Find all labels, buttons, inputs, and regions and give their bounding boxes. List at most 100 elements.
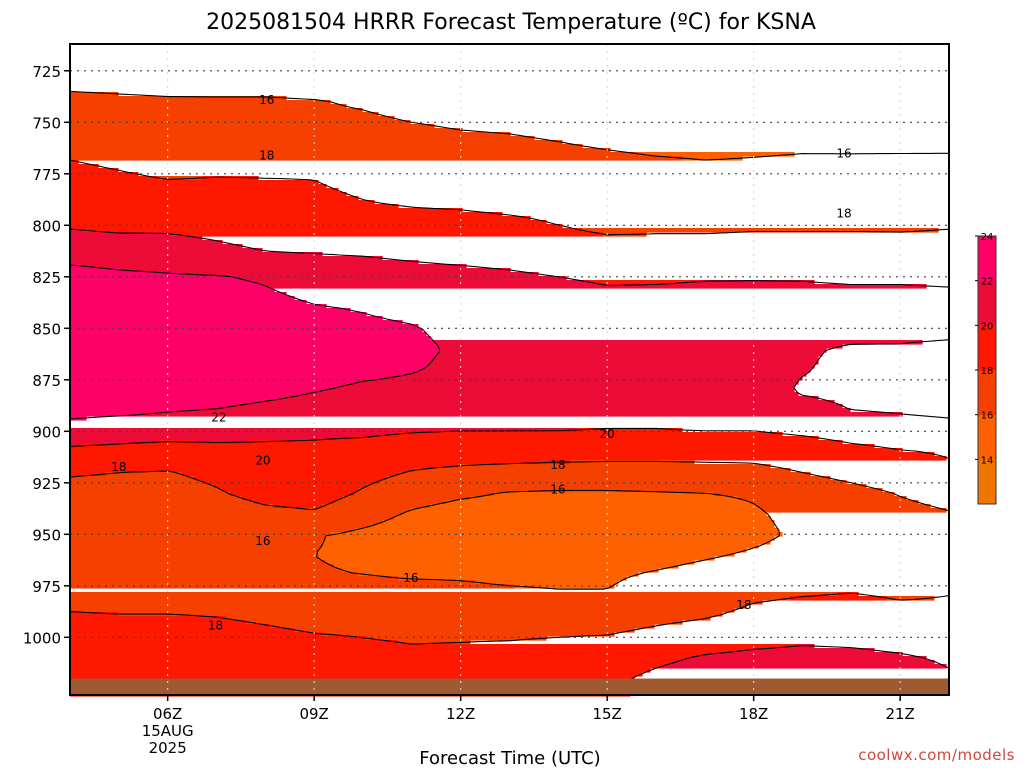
fill-cell — [70, 252, 323, 257]
fill-cell — [238, 276, 567, 281]
fill-cell — [70, 240, 223, 245]
fill-cell — [246, 620, 683, 625]
fill-cell — [242, 496, 343, 501]
fill-cell — [322, 544, 759, 549]
contour-label: 20 — [600, 427, 615, 441]
fill-cell — [70, 224, 563, 229]
fill-cell — [70, 376, 387, 381]
fill-cell — [790, 596, 887, 601]
fill-cell — [78, 444, 875, 449]
fill-cell — [170, 232, 603, 237]
fill-cell — [70, 372, 411, 377]
temperature-fill — [70, 92, 947, 697]
contour-label: 16 — [259, 93, 274, 107]
fill-cell — [762, 508, 947, 513]
fill-cell — [70, 296, 295, 301]
fill-cell — [70, 204, 399, 209]
fill-cell — [70, 464, 459, 469]
fill-cell — [70, 160, 79, 165]
below-ground-area — [70, 678, 949, 695]
fill-cell — [70, 360, 431, 365]
x-tick-label: 09Z — [299, 705, 328, 723]
colorbar-label: 14 — [981, 455, 994, 466]
fill-cell — [70, 548, 319, 553]
fill-cell — [70, 620, 247, 625]
fill-cell — [750, 648, 875, 653]
fill-cell — [254, 280, 591, 285]
fill-cell — [122, 268, 511, 273]
fill-cell — [70, 144, 583, 149]
fill-cell — [70, 324, 419, 329]
fill-cell — [398, 640, 471, 645]
fill-cell — [438, 344, 843, 349]
fill-cell — [70, 668, 651, 673]
fill-cell — [354, 528, 779, 533]
fill-cell — [70, 644, 799, 649]
fill-cell — [70, 436, 351, 441]
fill-cell — [70, 392, 307, 397]
fill-cell — [70, 388, 327, 393]
colorbar-swatch — [978, 414, 996, 460]
fill-cell — [582, 228, 939, 233]
fill-cell — [314, 552, 735, 557]
contour-label-text: 18 — [736, 598, 751, 612]
fill-cell — [70, 184, 327, 189]
fill-cell — [70, 288, 275, 293]
fill-cell — [118, 612, 723, 617]
fill-cell — [194, 476, 387, 481]
fill-cell — [70, 92, 119, 97]
x-tick-label: 15Z — [592, 705, 621, 723]
fill-cell — [358, 380, 799, 385]
fill-cell — [70, 308, 351, 313]
fill-cell — [358, 572, 639, 577]
fill-cell — [70, 300, 307, 305]
fill-cell — [70, 96, 287, 101]
fill-cell — [70, 556, 319, 561]
fill-cell — [70, 384, 343, 389]
fill-cell — [70, 412, 147, 417]
y-tick-label: 750 — [32, 114, 61, 132]
fill-cell — [70, 256, 383, 261]
fill-cell — [70, 280, 255, 285]
fill-cell — [70, 284, 267, 289]
fill-cell — [254, 500, 335, 505]
fill-cell — [694, 280, 815, 285]
fill-cell — [318, 548, 747, 553]
fill-cell — [70, 580, 475, 585]
y-tick-label: 725 — [32, 63, 61, 81]
fill-cell — [334, 564, 679, 569]
contour-label: 16 — [550, 482, 565, 496]
fill-cell — [70, 100, 331, 105]
fill-cell — [70, 596, 791, 601]
fill-cell — [70, 352, 439, 357]
fill-cell — [214, 484, 367, 489]
fill-cell — [458, 464, 771, 469]
fill-cell — [70, 532, 331, 537]
fill-cell — [70, 612, 119, 617]
fill-cell — [70, 208, 463, 213]
contour-20 — [69, 228, 950, 680]
contour-label-text: 16 — [836, 147, 851, 161]
fill-cell — [70, 400, 263, 405]
fill-cell — [70, 180, 319, 185]
contour-label-text: 16 — [403, 571, 418, 585]
fill-cell — [182, 472, 399, 477]
fill-cell — [366, 484, 867, 489]
fill-cell — [70, 448, 903, 453]
fill-cell — [70, 608, 735, 613]
y-tick-label: 850 — [32, 320, 61, 338]
fill-cell — [70, 404, 235, 409]
fill-cell — [70, 328, 423, 333]
fill-cell — [70, 312, 367, 317]
fill-cell — [70, 116, 395, 121]
fill-cell — [70, 544, 323, 549]
contour-label: 22 — [211, 410, 226, 424]
fill-cell — [70, 236, 203, 241]
contour-22 — [69, 264, 950, 420]
fill-cell — [70, 128, 463, 133]
contour-label: 16 — [403, 571, 418, 585]
fill-cell — [446, 500, 751, 505]
fill-cell — [70, 192, 347, 197]
fill-cell — [70, 332, 427, 337]
fill-cell — [70, 536, 327, 541]
